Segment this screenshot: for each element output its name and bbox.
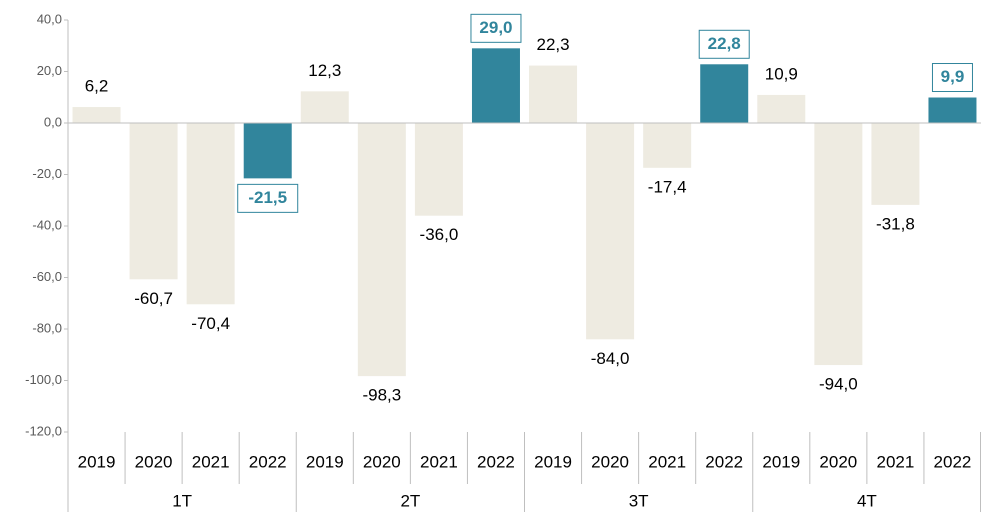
- y-tick-label: -20,0: [32, 166, 62, 181]
- label-box: [931, 63, 973, 93]
- data-label: 12,3: [308, 61, 341, 80]
- x-tick-label: 2020: [135, 452, 173, 471]
- x-tick-label: 2019: [762, 452, 800, 471]
- bar: [471, 48, 520, 124]
- data-label: 29,0: [479, 18, 512, 37]
- data-label: -84,0: [591, 349, 630, 368]
- x-tick-label: 2022: [705, 452, 743, 471]
- group-label: 2T: [400, 491, 420, 510]
- bar: [814, 123, 863, 366]
- bar: [129, 123, 178, 280]
- data-label: 6,2: [85, 77, 109, 96]
- bar: [529, 65, 578, 123]
- x-tick-label: 2022: [477, 452, 515, 471]
- label-box: [470, 13, 522, 43]
- data-label: -31,8: [876, 214, 915, 233]
- data-label: 9,9: [941, 67, 965, 86]
- y-tick-label: -80,0: [32, 320, 62, 335]
- bar: [757, 94, 806, 123]
- x-tick-label: 2020: [363, 452, 401, 471]
- data-label: -36,0: [420, 225, 459, 244]
- x-tick-label: 2022: [249, 452, 287, 471]
- group-label: 1T: [172, 491, 192, 510]
- x-tick-label: 2019: [306, 452, 344, 471]
- bar: [243, 123, 292, 179]
- bar: [72, 107, 121, 123]
- bar: [928, 97, 977, 123]
- x-tick-label: 2020: [819, 452, 857, 471]
- data-label: -60,7: [134, 289, 173, 308]
- data-label: 22,3: [536, 35, 569, 54]
- data-label: -21,5: [248, 188, 287, 207]
- x-tick-label: 2021: [420, 452, 458, 471]
- y-tick-label: 40,0: [37, 11, 62, 26]
- x-tick-label: 2019: [78, 452, 116, 471]
- data-label: 22,8: [708, 34, 741, 53]
- y-tick-label: -120,0: [25, 423, 62, 438]
- y-tick-label: 20,0: [37, 63, 62, 78]
- label-box: [237, 183, 299, 213]
- data-label: -98,3: [362, 386, 401, 405]
- data-label: -70,4: [191, 314, 230, 333]
- x-tick-label: 2022: [934, 452, 972, 471]
- bar: [414, 123, 463, 216]
- x-tick-label: 2019: [534, 452, 572, 471]
- y-tick-label: -40,0: [32, 217, 62, 232]
- x-tick-label: 2020: [591, 452, 629, 471]
- group-label: 4T: [857, 491, 877, 510]
- x-tick-label: 2021: [876, 452, 914, 471]
- bar: [300, 91, 349, 123]
- y-tick-label: 0,0: [44, 114, 62, 129]
- group-label: 3T: [629, 491, 649, 510]
- bar: [700, 64, 749, 123]
- bar: [643, 123, 692, 168]
- bar: [586, 123, 635, 340]
- bar: [186, 123, 235, 305]
- data-label: -17,4: [648, 177, 687, 196]
- x-tick-label: 2021: [192, 452, 230, 471]
- label-box: [698, 29, 750, 59]
- x-tick-label: 2021: [648, 452, 686, 471]
- bar: [871, 123, 920, 205]
- bar: [357, 123, 406, 377]
- data-label: -94,0: [819, 375, 858, 394]
- y-tick-label: -60,0: [32, 269, 62, 284]
- data-label: 10,9: [765, 64, 798, 83]
- y-tick-label: -100,0: [25, 372, 62, 387]
